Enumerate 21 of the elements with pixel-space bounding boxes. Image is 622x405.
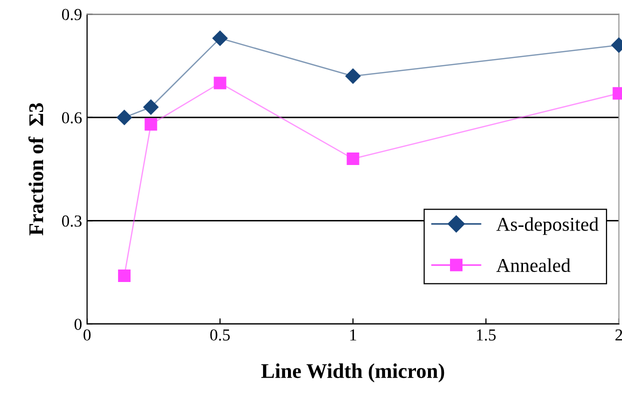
point <box>143 100 158 115</box>
legend-label: Annealed <box>496 258 570 272</box>
x-axis-title: Line Width (micron) <box>261 363 444 382</box>
point <box>346 152 360 166</box>
x-tick-label: 1 <box>350 329 356 340</box>
y-tick-label: 0.3 <box>62 215 82 227</box>
x-tick-label: 0.5 <box>210 329 230 341</box>
y-tick-label: 0.6 <box>62 112 82 124</box>
x-tick-label: 1.5 <box>476 329 496 341</box>
point <box>144 118 158 131</box>
point <box>214 76 226 90</box>
x-tick-label: 2 <box>615 329 622 340</box>
y-tick-label: 0 <box>74 318 82 330</box>
point <box>212 30 228 46</box>
x-tick-label: 0 <box>84 329 91 341</box>
point <box>116 110 132 126</box>
point <box>345 68 361 84</box>
legend-label: As-deposited <box>496 217 598 235</box>
y-tick-label: 0.9 <box>62 8 82 20</box>
y-axis-title: Fraction of Σ3 <box>28 103 44 236</box>
point <box>118 270 131 282</box>
